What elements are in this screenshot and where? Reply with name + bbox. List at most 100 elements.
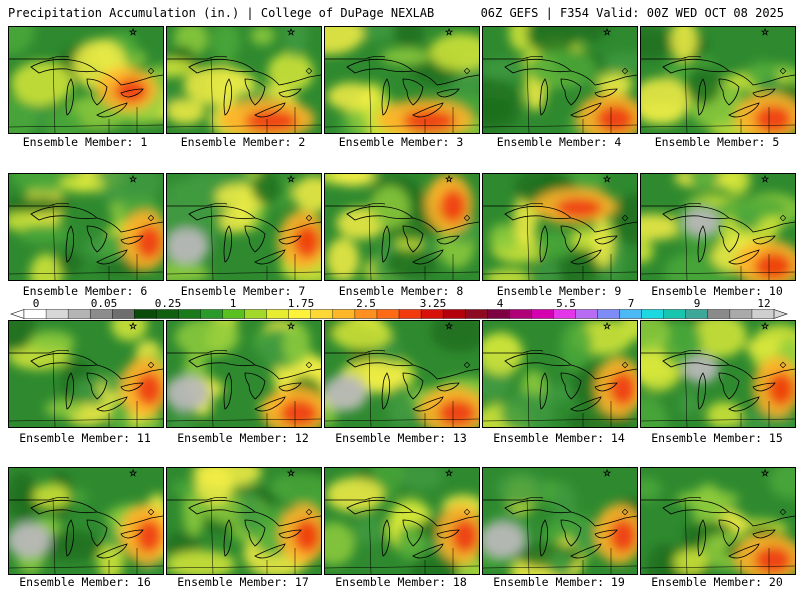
- ensemble-map-panel-11: ☆: [8, 320, 164, 428]
- great-lakes-outline: [483, 349, 637, 427]
- great-lakes-outline: [641, 349, 795, 427]
- colorbar-swatch: [288, 309, 312, 319]
- colorbar-tick-label: 0.05: [90, 297, 118, 310]
- city-marker-icon: [463, 67, 471, 75]
- ensemble-member-label-8: Ensemble Member: 8: [338, 284, 464, 298]
- city-marker-icon: [305, 361, 313, 369]
- ensemble-member-label-10: Ensemble Member: 10: [651, 284, 783, 298]
- ensemble-map-panel-9: ☆: [482, 173, 638, 281]
- great-lakes-outline: [325, 349, 479, 427]
- colorbar-swatch: [134, 309, 157, 319]
- ensemble-member-label-11: Ensemble Member: 11: [19, 431, 151, 445]
- precip-field-20: ☆: [641, 468, 795, 574]
- capital-star-icon: ☆: [445, 175, 453, 185]
- precip-field-5: ☆: [641, 27, 795, 133]
- city-marker-icon: [779, 361, 787, 369]
- ensemble-member-label-14: Ensemble Member: 14: [493, 431, 625, 445]
- precip-field-3: ☆: [325, 27, 479, 133]
- precip-field-13: ☆: [325, 321, 479, 427]
- ensemble-map-panel-12: ☆: [166, 320, 322, 428]
- great-lakes-outline: [483, 55, 637, 133]
- ensemble-map-panel-20: ☆: [640, 467, 796, 575]
- colorbar-tick-label: 1.75: [287, 297, 315, 310]
- ensemble-map-panel-13: ☆: [324, 320, 480, 428]
- colorbar-tick-label: 2.5: [356, 297, 376, 310]
- colorbar-swatch: [222, 309, 246, 319]
- precip-field-2: ☆: [167, 27, 321, 133]
- colorbar-swatch: [45, 309, 69, 319]
- city-marker-icon: [305, 508, 313, 516]
- colorbar-tick-label: 5.5: [556, 297, 576, 310]
- ensemble-member-label-1: Ensemble Member: 1: [22, 135, 148, 149]
- great-lakes-outline: [9, 202, 163, 280]
- colorbar-swatch: [707, 309, 731, 319]
- colorbar-swatch: [178, 309, 201, 319]
- colorbar-swatch: [332, 309, 356, 319]
- ensemble-member-label-17: Ensemble Member: 17: [177, 575, 309, 589]
- colorbar-swatch: [310, 309, 334, 319]
- colorbar-swatch: [67, 309, 91, 319]
- ensemble-member-label-20: Ensemble Member: 20: [651, 575, 783, 589]
- colorbar-swatch: [420, 309, 444, 319]
- precip-field-15: ☆: [641, 321, 795, 427]
- model-run-info: 06Z GEFS | F354 Valid: 00Z WED OCT 08 20…: [480, 6, 784, 20]
- colorbar-swatch: [354, 309, 378, 319]
- ensemble-map-panel-15: ☆: [640, 320, 796, 428]
- city-marker-icon: [147, 361, 155, 369]
- city-marker-icon: [621, 67, 629, 75]
- capital-star-icon: ☆: [287, 28, 295, 38]
- ensemble-map-panel-10: ☆: [640, 173, 796, 281]
- city-marker-icon: [463, 361, 471, 369]
- colorbar-swatch: [376, 309, 400, 319]
- capital-star-icon: ☆: [761, 175, 769, 185]
- colorbar-swatch: [156, 309, 179, 319]
- precip-field-8: ☆: [325, 174, 479, 280]
- precip-field-4: ☆: [483, 27, 637, 133]
- capital-star-icon: ☆: [445, 469, 453, 479]
- ensemble-map-panel-3: ☆: [324, 26, 480, 134]
- ensemble-map-panel-5: ☆: [640, 26, 796, 134]
- colorbar-swatch: [487, 309, 510, 319]
- colorbar-swatch: [751, 309, 775, 319]
- precip-field-10: ☆: [641, 174, 795, 280]
- great-lakes-outline: [641, 55, 795, 133]
- great-lakes-outline: [9, 496, 163, 574]
- ensemble-map-panel-14: ☆: [482, 320, 638, 428]
- colorbar-tick-label: 4: [496, 297, 504, 310]
- colorbar-swatch: [112, 309, 135, 319]
- precip-field-1: ☆: [9, 27, 163, 133]
- colorbar-tick-label: 0: [32, 297, 40, 310]
- ensemble-member-label-19: Ensemble Member: 19: [493, 575, 625, 589]
- colorbar-swatch: [200, 309, 224, 319]
- capital-star-icon: ☆: [129, 469, 137, 479]
- colorbar-max-arrow: [773, 309, 788, 319]
- precip-field-16: ☆: [9, 468, 163, 574]
- precip-field-14: ☆: [483, 321, 637, 427]
- colorbar-swatch: [266, 309, 290, 319]
- ensemble-member-label-18: Ensemble Member: 18: [335, 575, 467, 589]
- great-lakes-outline: [9, 349, 163, 427]
- precip-field-17: ☆: [167, 468, 321, 574]
- ensemble-member-label-2: Ensemble Member: 2: [180, 135, 306, 149]
- colorbar-swatch: [509, 309, 532, 319]
- ensemble-map-panel-16: ☆: [8, 467, 164, 575]
- great-lakes-outline: [325, 202, 479, 280]
- ensemble-member-label-6: Ensemble Member: 6: [22, 284, 148, 298]
- capital-star-icon: ☆: [603, 28, 611, 38]
- great-lakes-outline: [483, 496, 637, 574]
- colorbar-tick-label: 3.25: [419, 297, 447, 310]
- city-marker-icon: [305, 214, 313, 222]
- great-lakes-outline: [483, 202, 637, 280]
- capital-star-icon: ☆: [287, 469, 295, 479]
- colorbar-swatch: [89, 309, 113, 319]
- city-marker-icon: [621, 214, 629, 222]
- colorbar-tick-label: 1: [229, 297, 237, 310]
- colorbar-tick-label: 9: [693, 297, 701, 310]
- city-marker-icon: [463, 214, 471, 222]
- precip-field-9: ☆: [483, 174, 637, 280]
- colorbar-swatch: [442, 309, 466, 319]
- great-lakes-outline: [325, 55, 479, 133]
- ensemble-map-panel-17: ☆: [166, 467, 322, 575]
- capital-star-icon: ☆: [761, 28, 769, 38]
- capital-star-icon: ☆: [603, 175, 611, 185]
